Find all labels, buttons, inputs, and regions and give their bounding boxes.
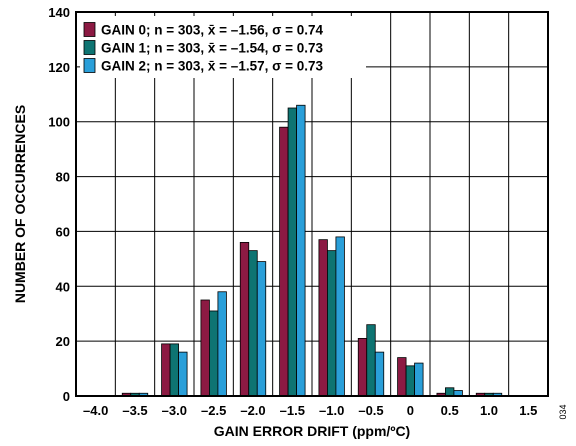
y-tick-label: 0 — [63, 389, 70, 404]
y-axis-title: NUMBER OF OCCURRENCES — [12, 105, 28, 303]
x-tick-label: 1.5 — [519, 403, 537, 418]
x-tick-label: –1.5 — [280, 403, 305, 418]
x-axis-title: GAIN ERROR DRIFT (ppm/ºC) — [214, 423, 410, 439]
bar-gain1--3.0 — [169, 343, 179, 397]
bar-gain1--2.0 — [248, 250, 258, 397]
x-tick-label: –1.0 — [319, 403, 344, 418]
bar-gain1--1.0 — [327, 250, 337, 397]
bar-gain1--2.5 — [209, 310, 219, 397]
legend-label-gain1: GAIN 1; n = 303, x̄ = –1.54, σ = 0.73 — [101, 41, 323, 56]
legend-label-gain2: GAIN 2; n = 303, x̄ = –1.57, σ = 0.73 — [101, 59, 323, 74]
bar-gain1-0.5 — [445, 387, 455, 397]
x-tick-label: –3.0 — [162, 403, 187, 418]
bar-gain2--1.0 — [335, 236, 345, 397]
bar-gain0--2.0 — [239, 241, 250, 397]
bar-gain1--0.5 — [366, 324, 376, 397]
x-tick-label: 1.0 — [480, 403, 498, 418]
bar-gain1-0 — [405, 365, 415, 397]
figure-id: 034 — [558, 404, 568, 419]
x-tick-label: –3.5 — [122, 403, 147, 418]
legend-swatch-gain0 — [83, 22, 96, 37]
bar-gain0--1.0 — [318, 239, 328, 397]
y-tick-label: 60 — [56, 224, 70, 239]
legend-swatch-gain1 — [83, 40, 96, 55]
bar-gain2--0.5 — [374, 351, 385, 397]
plot-frame — [75, 11, 549, 397]
bar-gain2--1.5 — [296, 104, 306, 397]
y-tick-label: 40 — [56, 279, 70, 294]
bar-gain2-0 — [414, 362, 424, 397]
x-tick-label: –4.0 — [83, 403, 108, 418]
x-tick-label: –0.5 — [358, 403, 383, 418]
x-tick-label: –2.0 — [240, 403, 265, 418]
bar-gain0--1.5 — [279, 126, 289, 397]
bar-gain0--3.0 — [161, 343, 171, 397]
bar-gain0--0.5 — [357, 337, 368, 397]
y-tick-labels: 0 20 40 60 80 100 120 140 — [48, 5, 70, 404]
bar-gain2--2.0 — [256, 261, 267, 397]
y-tick-label: 120 — [48, 60, 70, 75]
bar-gain0--2.5 — [200, 299, 210, 397]
x-tick-label: 0.5 — [441, 403, 459, 418]
x-tick-label: 0 — [407, 403, 414, 418]
y-tick-label: 140 — [48, 5, 70, 20]
bar-gain0-0 — [397, 357, 407, 397]
y-tick-label: 100 — [48, 115, 70, 130]
y-tick-label: 20 — [56, 334, 70, 349]
x-tick-label: –2.5 — [201, 403, 226, 418]
bar-gain1--1.5 — [287, 107, 297, 397]
bar-gain2--2.5 — [217, 291, 227, 397]
legend-background — [80, 16, 366, 78]
bar-gain2--3.0 — [178, 351, 188, 397]
y-tick-label: 80 — [56, 170, 70, 185]
legend-label-gain0: GAIN 0; n = 303, x̄ = –1.56, σ = 0.74 — [101, 23, 323, 38]
legend-swatch-gain2 — [83, 58, 96, 73]
legend: GAIN 0; n = 303, x̄ = –1.56, σ = 0.74 GAI… — [80, 16, 366, 78]
x-tick-labels: –4.0 –3.5 –3.0 –2.5 –2.0 –1.5 –1.0 –0.5 0 0.5 1.0 1… — [83, 403, 537, 418]
